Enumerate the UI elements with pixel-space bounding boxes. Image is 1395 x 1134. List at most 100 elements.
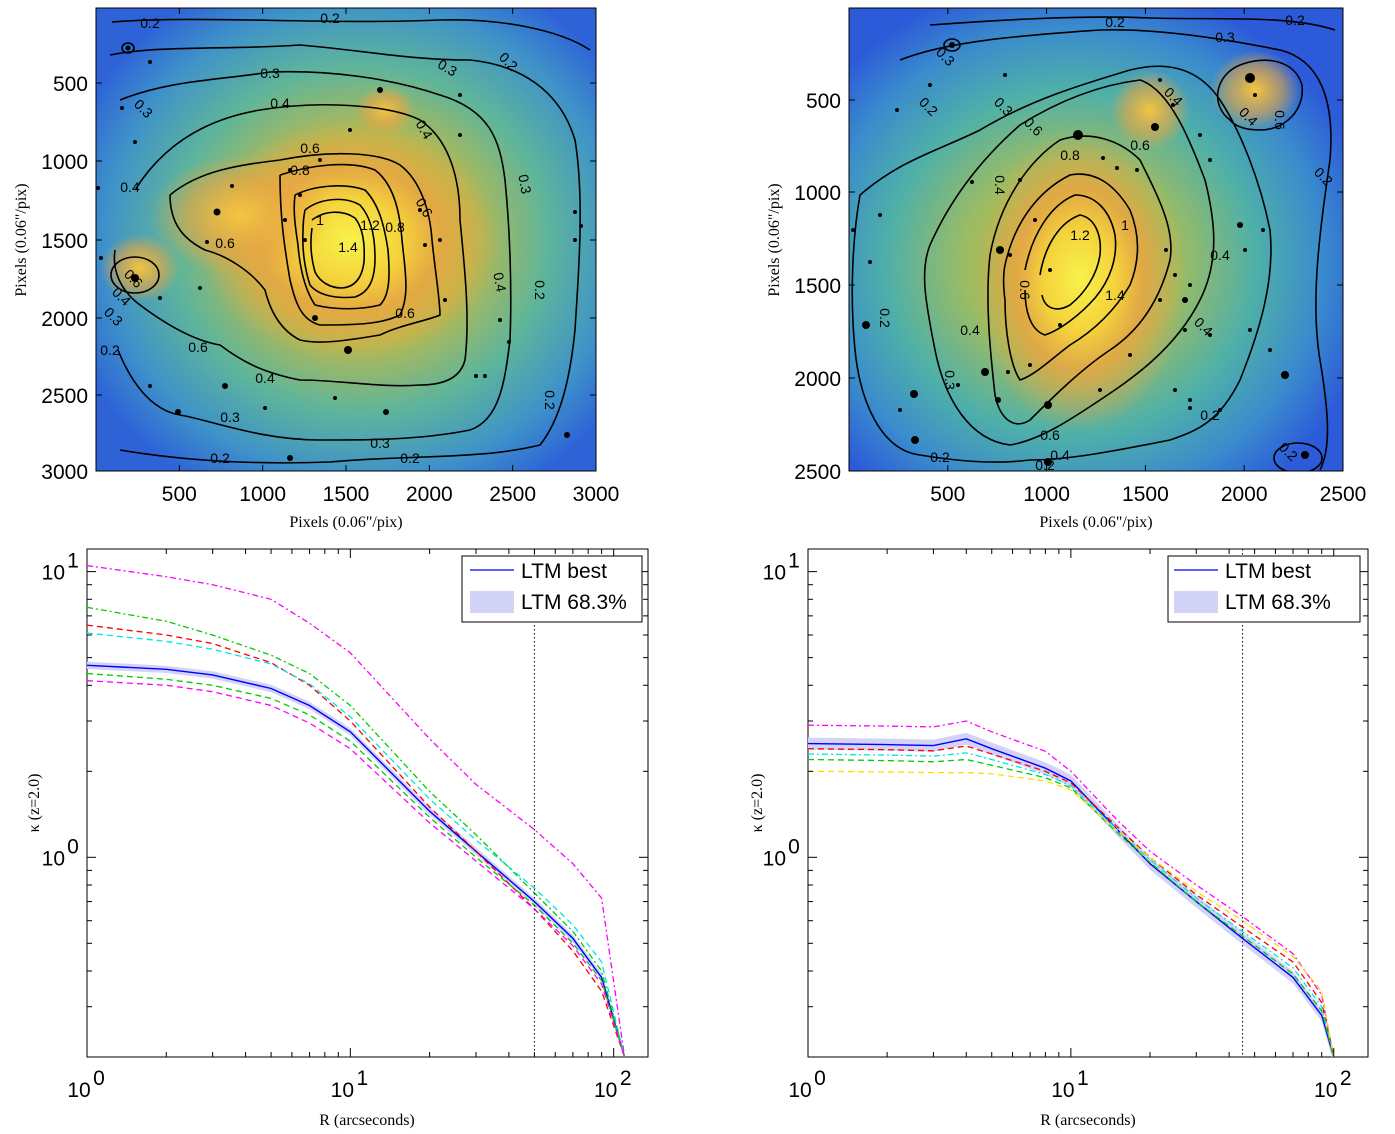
point-source (1208, 158, 1212, 162)
point-source (498, 318, 502, 322)
density-peak-right (975, 130, 1185, 430)
point-source (898, 408, 902, 412)
model-line (808, 745, 1335, 1057)
point-source (1044, 401, 1052, 409)
ylabel-left-profile: κ (z=2.0) (26, 774, 43, 833)
contour-label: 1 (1121, 217, 1129, 233)
point-source (911, 436, 919, 444)
x-tick-label: 10 (1051, 1079, 1074, 1102)
point-source (995, 397, 1001, 403)
point-source (862, 321, 870, 329)
x-tick-label: 10 (331, 1079, 354, 1102)
point-source (981, 368, 989, 376)
point-source (564, 432, 570, 438)
y-tick-label: 10 (763, 562, 786, 585)
point-source (344, 346, 352, 354)
contour-label: 1.4 (1105, 287, 1125, 303)
point-source (573, 210, 577, 214)
point-source (213, 208, 221, 216)
contour-label: 0.2 (210, 450, 230, 466)
y-tick-exponent: 1 (788, 550, 800, 573)
point-source (287, 455, 293, 461)
point-source (1044, 458, 1052, 466)
point-source (1268, 348, 1272, 352)
point-source (298, 193, 302, 197)
point-source (910, 390, 918, 398)
model-line (808, 758, 1335, 1057)
x-tick-exponent: 0 (93, 1067, 105, 1090)
point-source (579, 224, 583, 228)
point-source (205, 240, 209, 244)
point-source (1183, 328, 1187, 332)
x-tick-label: 1500 (1122, 483, 1169, 506)
contour-lines-left (109, 18, 591, 464)
legend-band-label: LTM 68.3% (1225, 591, 1331, 614)
point-source (198, 286, 202, 290)
model-line (87, 632, 626, 1057)
point-source (1098, 388, 1102, 392)
contour-label: 0.3 (370, 435, 390, 451)
x-tick-label: 10 (788, 1079, 811, 1102)
point-source (158, 296, 162, 300)
legend-best-label: LTM best (1225, 560, 1311, 583)
point-source (1101, 156, 1105, 160)
contour-label: 0.6 (1017, 280, 1033, 300)
contour-label: 0.2 (140, 15, 160, 31)
legend-band-swatch (470, 591, 514, 613)
point-source (423, 243, 427, 247)
xlabel-right-map: Pixels (0.06"/pix) (1039, 514, 1152, 531)
profile-curves-right (808, 549, 1335, 1057)
contour-lines-right (851, 16, 1336, 471)
x-tick-label: 1000 (239, 483, 286, 506)
contour-label: 0.6 (1130, 137, 1150, 153)
y-tick-label: 1500 (41, 230, 88, 253)
y-tick-label: 2000 (41, 308, 88, 331)
contour-label: 0.2 (930, 449, 950, 465)
contour-label: 0.4 (270, 95, 290, 111)
point-source (377, 87, 383, 93)
x-tick-label: 1500 (323, 483, 370, 506)
y-tick-label: 3000 (41, 461, 88, 484)
model-line (87, 672, 626, 1057)
y-tick-exponent: 0 (788, 835, 800, 858)
x-tick-label: 1000 (1023, 483, 1070, 506)
point-source (1164, 248, 1168, 252)
point-source (99, 256, 103, 260)
point-source (1237, 222, 1243, 228)
x-tick-label: 10 (594, 1079, 617, 1102)
point-source (148, 60, 152, 64)
y-tick-label: 10 (42, 847, 65, 870)
contour-label: 0.2 (877, 308, 893, 328)
x-tick-exponent: 1 (1077, 1067, 1089, 1090)
contour-label: 0.2 (1200, 407, 1220, 423)
point-source (928, 83, 932, 87)
point-source (348, 128, 352, 132)
legend-band-label: LTM 68.3% (521, 591, 627, 614)
point-source (1208, 333, 1212, 337)
xlabel-left-map: Pixels (0.06"/pix) (289, 514, 402, 531)
contour-label: 0.4 (120, 179, 140, 195)
model-line (808, 770, 1335, 1057)
point-source (1158, 78, 1162, 82)
ylabel-right-map: Pixels (0.06"/pix) (766, 183, 783, 296)
y-tick-label: 10 (763, 847, 786, 870)
point-source (458, 93, 462, 97)
point-source (1171, 103, 1175, 107)
confidence-band (87, 661, 625, 1057)
contour-label: 0.6 (215, 235, 235, 251)
point-source (868, 260, 872, 264)
contour-label: 0.8 (1060, 147, 1080, 163)
point-source (1135, 168, 1139, 172)
point-source (895, 108, 899, 112)
point-source (474, 374, 478, 378)
y-tick-label: 1500 (794, 275, 841, 298)
x-tick-label: 500 (930, 483, 965, 506)
point-source (1008, 253, 1012, 257)
contour-label: 0.2 (532, 280, 548, 300)
xlabel-right-profile: R (arcseconds) (1040, 1112, 1136, 1129)
point-source (1245, 73, 1255, 83)
point-source (288, 168, 292, 172)
contour-label: 0.6 (188, 339, 208, 355)
x-tick-label: 500 (162, 483, 197, 506)
